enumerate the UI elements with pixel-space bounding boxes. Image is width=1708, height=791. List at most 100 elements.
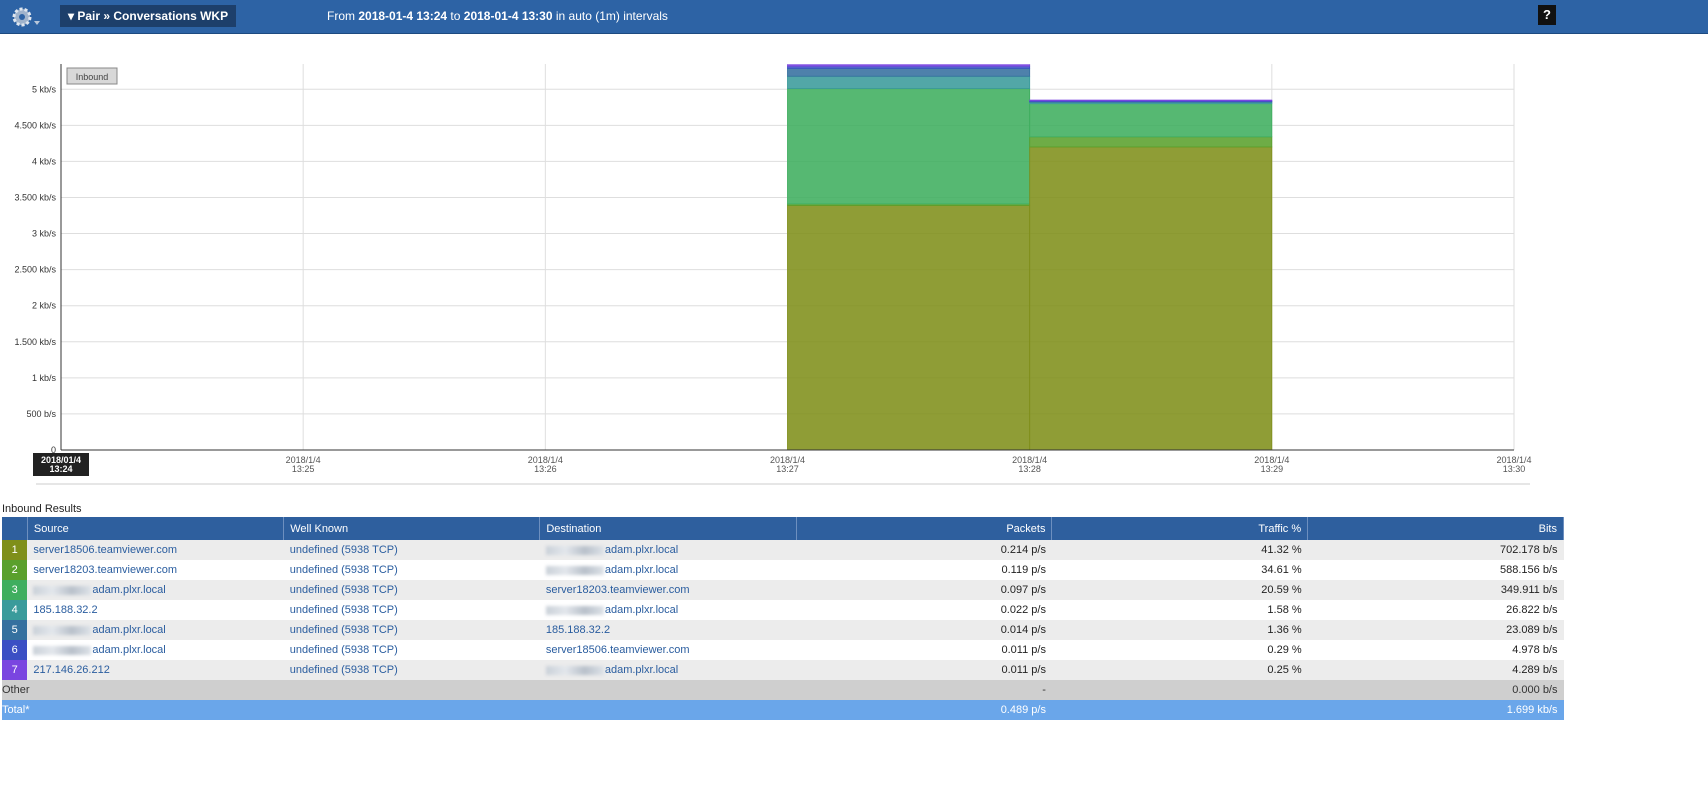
cell: 588.156 b/s xyxy=(1308,560,1564,580)
settings-icon[interactable] xyxy=(4,4,44,30)
y-tick-label: 4.500 kb/s xyxy=(14,120,56,130)
rank-cell: 4 xyxy=(2,600,28,620)
link[interactable]: adam.plxr.local xyxy=(604,664,679,676)
row-label: Total* xyxy=(2,704,30,716)
table-row: 2 server18203.teamviewer.com undefined (59… xyxy=(2,560,1564,580)
link[interactable]: adam.plxr.local xyxy=(92,624,166,636)
cell-text: 1.36 % xyxy=(1267,624,1302,636)
link[interactable]: adam.plxr.local xyxy=(604,544,679,556)
link[interactable]: undefined (5938 TCP) xyxy=(289,624,398,636)
column-header: Source xyxy=(27,517,285,540)
cell: 1.36 % xyxy=(1051,620,1308,640)
cell: 0.489 p/s xyxy=(796,700,1052,720)
cell: 4.289 b/s xyxy=(1307,660,1564,680)
help-button[interactable]: ? xyxy=(1538,5,1556,25)
link[interactable]: undefined (5938 TCP) xyxy=(289,644,398,656)
blurred-text xyxy=(545,665,604,675)
y-tick-label: 3 kb/s xyxy=(32,229,57,239)
column-header: Packets xyxy=(796,517,1053,540)
cell: 0.014 p/s xyxy=(796,620,1052,640)
cell: 4.978 b/s xyxy=(1308,640,1564,660)
cell: 20.59 % xyxy=(1051,580,1308,600)
cell: 0.000 b/s xyxy=(1307,680,1564,700)
cell: adam.plxr.local xyxy=(27,640,283,660)
cell-text: 34.61 % xyxy=(1261,564,1302,576)
link[interactable]: adam.plxr.local xyxy=(92,584,166,596)
cell-text: 1.58 % xyxy=(1267,604,1302,616)
cell: 702.178 b/s xyxy=(1307,540,1564,560)
cell-text: 20.59 % xyxy=(1261,584,1302,596)
link[interactable]: adam.plxr.local xyxy=(604,564,679,576)
cell-text: 0.011 p/s xyxy=(1001,664,1046,676)
cell: undefined (5938 TCP) xyxy=(283,540,540,560)
cell: adam.plxr.local xyxy=(539,540,797,560)
rank-cell: 5 xyxy=(2,620,28,640)
cell: Total* xyxy=(2,700,797,720)
y-tick-label: 0 xyxy=(51,445,56,455)
link[interactable]: undefined (5938 TCP) xyxy=(289,544,398,556)
cell-text: 702.178 b/s xyxy=(1500,544,1558,556)
rank-cell: 1 xyxy=(2,540,28,560)
cell: undefined (5938 TCP) xyxy=(283,620,540,640)
link[interactable]: undefined (5938 TCP) xyxy=(289,564,398,576)
to-time: 2018-01-4 13:30 xyxy=(463,9,553,23)
from-label: From xyxy=(327,9,355,23)
x-tick-time: 13:24 xyxy=(49,464,72,474)
link[interactable]: adam.plxr.local xyxy=(92,644,166,656)
x-tick-date: 2018/1/4 xyxy=(1012,455,1047,465)
link[interactable]: undefined (5938 TCP) xyxy=(289,584,398,596)
cell: adam.plxr.local xyxy=(539,660,797,680)
area-segment xyxy=(787,67,1031,77)
x-tick-date: 2018/1/4 xyxy=(1496,455,1531,465)
cell: 34.61 % xyxy=(1052,560,1308,580)
cell-text: 4.289 b/s xyxy=(1512,664,1558,676)
link[interactable]: undefined (5938 TCP) xyxy=(289,664,398,676)
cell: server18506.teamviewer.com xyxy=(27,540,284,560)
blurred-text xyxy=(545,605,604,615)
x-tick-date: 2018/1/4 xyxy=(770,455,805,465)
link[interactable]: server18506.teamviewer.com xyxy=(33,544,178,556)
cell: undefined (5938 TCP) xyxy=(283,580,540,600)
y-tick-label: 1.500 kb/s xyxy=(14,337,56,347)
link[interactable]: 185.188.32.2 xyxy=(33,604,98,616)
cell: 0.119 p/s xyxy=(796,560,1052,580)
x-tick-time: 13:29 xyxy=(1261,464,1284,474)
from-time: 2018-01-4 13:24 xyxy=(358,9,448,23)
y-tick-label: 5 kb/s xyxy=(32,84,57,94)
area-segment xyxy=(787,64,1031,67)
header-bar: ▾ Pair » Conversations WKP From 2018-01-… xyxy=(0,0,1708,34)
cell xyxy=(1051,680,1308,700)
table-caption: Inbound Results xyxy=(2,503,82,515)
cell: adam.plxr.local xyxy=(540,560,796,580)
area-segment xyxy=(787,75,1031,89)
cell-text: 4.978 b/s xyxy=(1512,644,1558,656)
menu-button[interactable]: ▾ Pair » Conversations WKP xyxy=(60,5,237,27)
link[interactable]: 185.188.32.2 xyxy=(545,624,611,636)
cell: 26.822 b/s xyxy=(1308,600,1564,620)
cell: 0.25 % xyxy=(1051,660,1308,680)
x-tick-date: 2018/1/4 xyxy=(1254,455,1289,465)
link[interactable]: undefined (5938 TCP) xyxy=(289,604,398,616)
cell: adam.plxr.local xyxy=(540,600,796,620)
link[interactable]: adam.plxr.local xyxy=(604,604,679,616)
link[interactable]: server18506.teamviewer.com xyxy=(545,644,690,656)
cell: 217.146.26.212 xyxy=(27,660,284,680)
cell: 349.911 b/s xyxy=(1307,580,1564,600)
header-row: Source Well Known Destination Packets Traffi… xyxy=(2,517,1564,540)
table-row: 1 server18506.teamviewer.com undefined (59… xyxy=(2,540,1564,560)
column-header: Well Known xyxy=(283,517,541,540)
cell: server18203.teamviewer.com xyxy=(27,560,283,580)
cell: server18506.teamviewer.com xyxy=(540,640,796,660)
results-table: Source Well Known Destination Packets Traffi… xyxy=(2,517,1564,720)
cell-text: 349.911 b/s xyxy=(1500,584,1558,596)
link[interactable]: server18203.teamviewer.com xyxy=(545,584,690,596)
cell-text: 41.32 % xyxy=(1261,544,1302,556)
cell: 1.699 kb/s xyxy=(1307,700,1564,720)
link[interactable]: 217.146.26.212 xyxy=(33,664,110,676)
link[interactable]: server18203.teamviewer.com xyxy=(33,564,178,576)
y-tick-label: 4 kb/s xyxy=(32,156,57,166)
cell-text: 588.156 b/s xyxy=(1500,564,1558,576)
rank-cell: 7 xyxy=(2,660,28,680)
table-row: 7 217.146.26.212 undefined (5938 TCP) adam.… xyxy=(2,660,1564,680)
blurred-text xyxy=(33,585,92,595)
